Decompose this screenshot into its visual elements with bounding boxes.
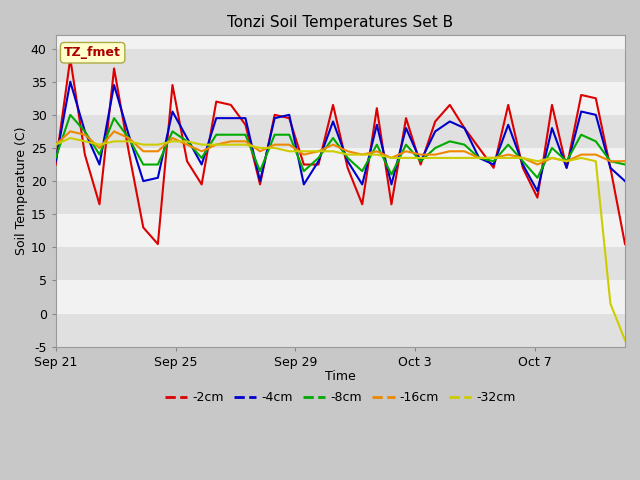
- Legend: -2cm, -4cm, -8cm, -16cm, -32cm: -2cm, -4cm, -8cm, -16cm, -32cm: [160, 386, 521, 409]
- Bar: [56, 181, 625, 214]
- Bar: [56, 313, 625, 347]
- Y-axis label: Soil Temperature (C): Soil Temperature (C): [15, 127, 28, 255]
- Title: Tonzi Soil Temperatures Set B: Tonzi Soil Temperatures Set B: [227, 15, 453, 30]
- Bar: [56, 48, 625, 82]
- Bar: [56, 214, 625, 247]
- Bar: [56, 280, 625, 313]
- Bar: [56, 115, 625, 148]
- Bar: [56, 82, 625, 115]
- X-axis label: Time: Time: [325, 370, 356, 383]
- Text: TZ_fmet: TZ_fmet: [64, 46, 121, 59]
- Bar: [56, 247, 625, 280]
- Bar: [56, 148, 625, 181]
